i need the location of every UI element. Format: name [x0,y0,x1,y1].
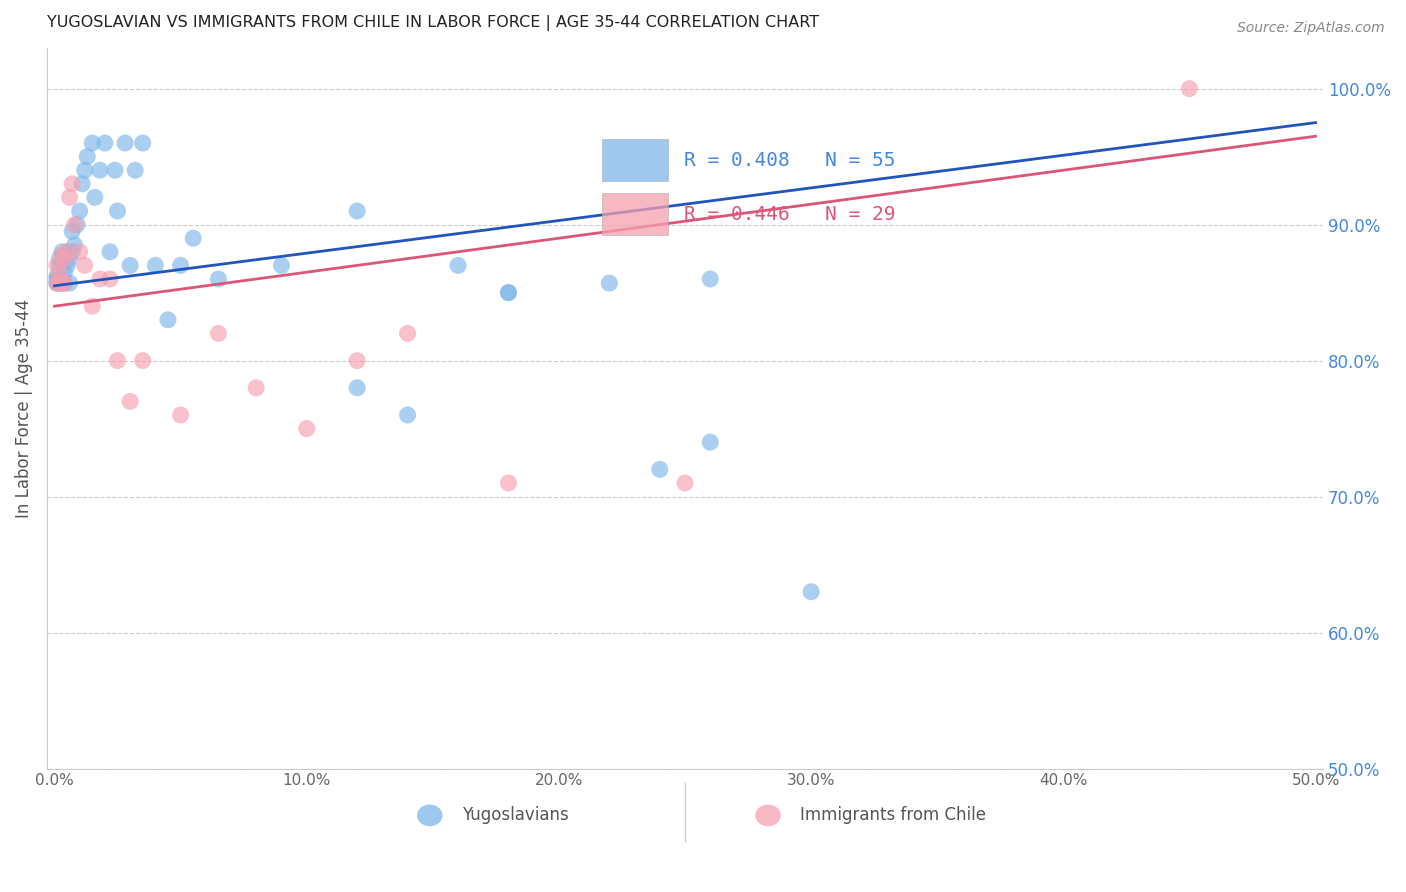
Point [46,272,69,286]
Ellipse shape [755,805,780,826]
Point [699,435,721,450]
Y-axis label: In Labor Force | Age 35-44: In Labor Force | Age 35-44 [15,299,32,517]
Point [104,163,127,178]
Point [270,259,292,273]
Point [800,584,823,599]
Point [124,163,146,178]
Point [120,259,142,273]
Point [346,353,368,368]
Point [73,163,96,178]
Point [346,204,368,219]
Point [82,299,104,313]
Point [53,276,76,290]
Point [498,475,520,490]
Text: YUGOSLAVIAN VS IMMIGRANTS FROM CHILE IN LABOR FORCE | AGE 35-44 CORRELATION CHAR: YUGOSLAVIAN VS IMMIGRANTS FROM CHILE IN … [46,15,820,31]
Point [207,272,229,286]
Point [58,190,80,204]
Point [70,177,93,191]
Point [699,272,721,286]
FancyBboxPatch shape [602,139,668,181]
Point [48,252,70,266]
Point [60,244,83,259]
Point [89,163,111,178]
Point [498,285,520,300]
Point [51,276,73,290]
Point [245,381,267,395]
Point [295,421,318,435]
Point [181,231,204,245]
Text: Yugoslavians: Yugoslavians [461,806,568,824]
Text: Immigrants from Chile: Immigrants from Chile [800,806,986,824]
Point [89,272,111,286]
Ellipse shape [418,805,443,826]
Point [76,150,98,164]
Text: Source: ZipAtlas.com: Source: ZipAtlas.com [1237,21,1385,35]
Point [98,244,121,259]
Point [73,259,96,273]
Point [169,408,191,422]
Point [56,259,79,273]
Point [51,259,73,273]
Point [51,247,73,261]
Point [207,326,229,341]
Point [66,218,89,232]
Point [51,272,73,286]
Point [58,276,80,290]
Point [396,408,419,422]
Point [120,394,142,409]
Point [48,265,70,279]
Point [94,136,117,150]
Point [69,244,91,259]
Point [98,272,121,286]
Point [53,276,76,290]
Point [51,244,73,259]
Point [156,313,179,327]
Point [346,381,368,395]
Point [60,177,83,191]
Point [673,475,696,490]
Point [83,190,105,204]
Point [107,353,129,368]
Point [143,259,166,273]
Point [69,204,91,219]
Point [46,276,69,290]
Point [48,272,70,286]
Text: R = 0.446   N = 29: R = 0.446 N = 29 [683,205,896,224]
FancyBboxPatch shape [602,194,668,235]
Point [48,259,70,273]
Point [51,276,73,290]
Point [46,276,69,290]
Point [82,136,104,150]
Point [48,276,70,290]
Point [46,259,69,273]
Point [58,252,80,266]
Point [63,218,86,232]
Point [46,276,69,290]
Point [648,462,671,476]
Point [132,136,155,150]
Point [53,252,76,266]
Point [169,259,191,273]
Point [132,353,155,368]
Point [48,276,70,290]
Point [447,259,470,273]
Point [56,244,79,259]
Point [498,285,520,300]
Point [46,269,69,284]
Point [1178,81,1201,95]
Point [60,224,83,238]
Point [107,204,129,219]
Point [53,265,76,279]
Point [598,276,620,290]
Point [53,247,76,261]
Text: R = 0.408   N = 55: R = 0.408 N = 55 [683,151,896,169]
Point [114,136,136,150]
Point [396,326,419,341]
Point [63,238,86,252]
Point [56,244,79,259]
